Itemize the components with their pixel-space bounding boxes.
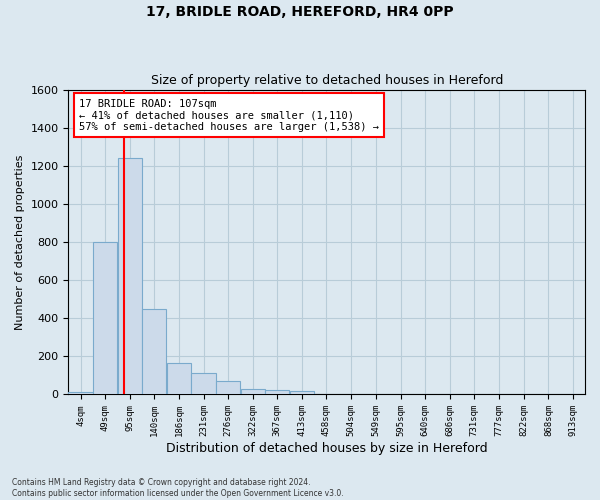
Bar — [290, 390, 314, 394]
X-axis label: Distribution of detached houses by size in Hereford: Distribution of detached houses by size … — [166, 442, 488, 455]
Bar — [68, 392, 93, 394]
Text: 17, BRIDLE ROAD, HEREFORD, HR4 0PP: 17, BRIDLE ROAD, HEREFORD, HR4 0PP — [146, 5, 454, 19]
Title: Size of property relative to detached houses in Hereford: Size of property relative to detached ho… — [151, 74, 503, 87]
Bar — [191, 372, 215, 394]
Text: 17 BRIDLE ROAD: 107sqm
← 41% of detached houses are smaller (1,110)
57% of semi-: 17 BRIDLE ROAD: 107sqm ← 41% of detached… — [79, 98, 379, 132]
Bar — [241, 389, 265, 394]
Bar — [93, 242, 117, 394]
Bar — [118, 158, 142, 394]
Bar — [142, 308, 166, 394]
Bar — [167, 363, 191, 394]
Text: Contains HM Land Registry data © Crown copyright and database right 2024.
Contai: Contains HM Land Registry data © Crown c… — [12, 478, 344, 498]
Bar — [265, 390, 289, 394]
Bar — [215, 381, 240, 394]
Y-axis label: Number of detached properties: Number of detached properties — [15, 154, 25, 330]
